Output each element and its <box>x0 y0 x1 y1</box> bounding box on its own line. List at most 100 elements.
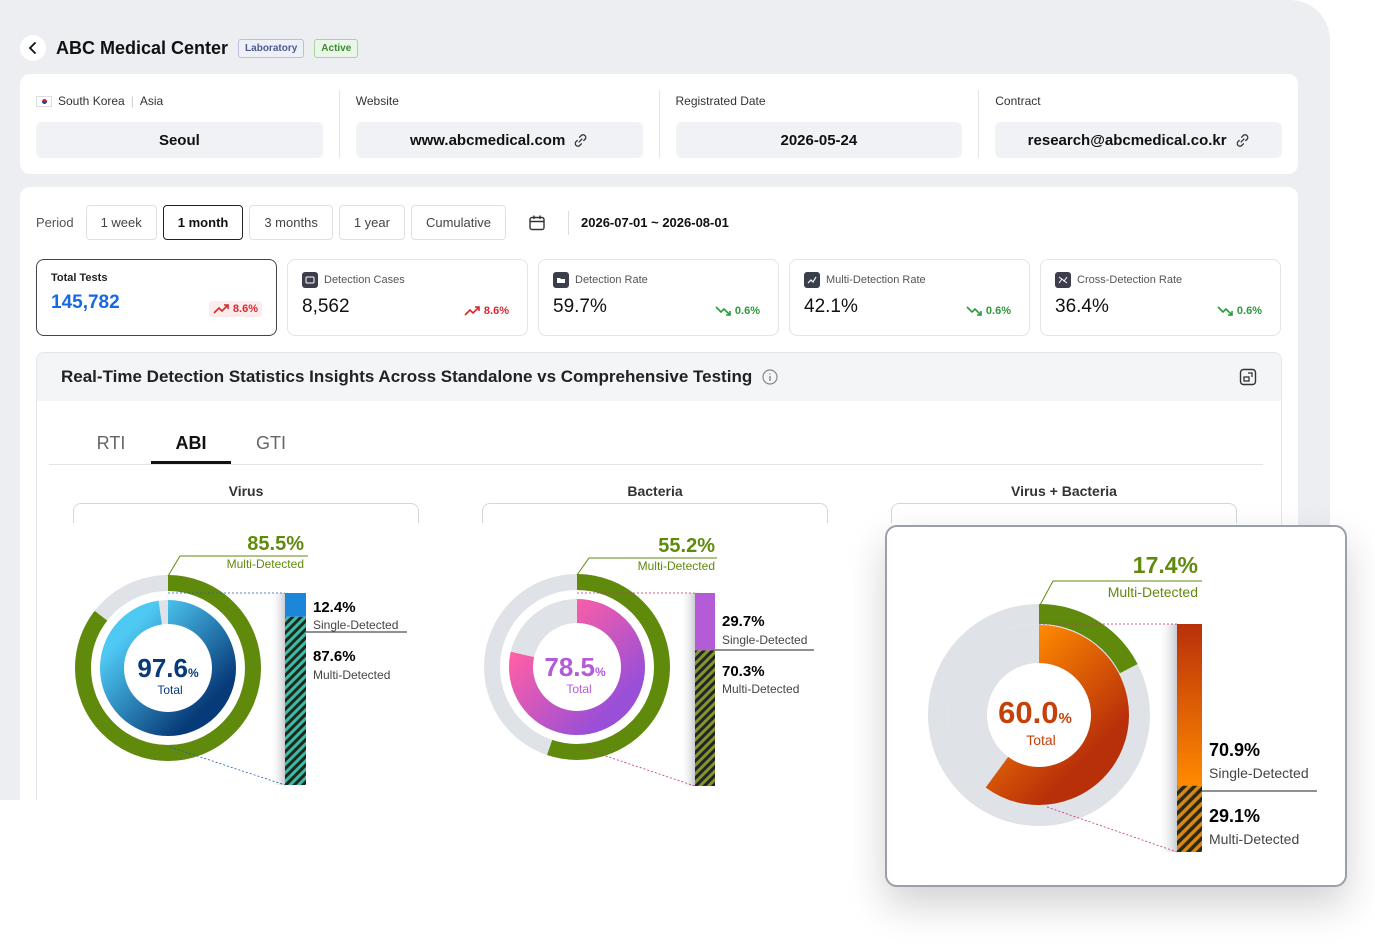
period-cumulative[interactable]: Cumulative <box>410 205 506 240</box>
expand-icon[interactable] <box>1239 368 1257 386</box>
outer-multi-arc <box>75 575 261 761</box>
stat-detection-rate[interactable]: Detection Rate 59.7% 0.6% <box>538 259 779 336</box>
multi-detected-bar <box>285 616 306 785</box>
multi-value: 70.3% <box>722 663 765 680</box>
chart-frame <box>73 503 419 523</box>
single-label: Single-Detected <box>722 633 807 647</box>
outer-multi-arc <box>928 604 1150 826</box>
cases-icon <box>302 272 318 288</box>
multi-value: 29.1% <box>1209 806 1260 826</box>
country-label: South Korea <box>58 94 125 108</box>
tab-gti[interactable]: GTI <box>256 433 286 453</box>
city-value: Seoul <box>36 122 323 158</box>
single-value: 29.7% <box>722 613 765 630</box>
stat-cross-detection-rate[interactable]: Cross-Detection Rate 36.4% 0.6% <box>1040 259 1281 336</box>
folder-icon <box>553 272 569 288</box>
website-link[interactable]: www.abcmedical.com <box>355 122 643 158</box>
outer-multi-value: 85.5% <box>247 533 304 555</box>
cross-chart-icon <box>1055 272 1071 288</box>
stat-detection-cases[interactable]: Detection Cases 8,562 8.6% <box>287 259 528 336</box>
region-label: Asia <box>139 94 164 108</box>
total-label: Total <box>157 683 182 697</box>
period-1-week[interactable]: 1 week <box>85 205 157 240</box>
multi-detected-bar <box>1177 785 1202 852</box>
trend-up-badge: 8.6% <box>460 303 513 319</box>
tab-abi[interactable]: ABI <box>151 423 231 464</box>
page-header: ABC Medical Center Laboratory Active <box>20 35 359 61</box>
registered-col: Registrated Date 2026-05-24 <box>658 90 979 158</box>
location-col: South Korea | Asia Seoul <box>36 90 339 158</box>
website-col: Website www.abcmedical.com <box>338 90 659 158</box>
trend-down-icon <box>966 306 982 316</box>
contract-link[interactable]: research@abcmedical.co.kr <box>995 122 1282 158</box>
back-button[interactable] <box>20 35 46 61</box>
info-icon[interactable] <box>762 369 778 385</box>
period-1-year[interactable]: 1 year <box>338 205 405 240</box>
insight-header: Real-Time Detection Statistics Insights … <box>37 353 1281 401</box>
registered-label: Registrated Date <box>675 94 766 108</box>
chart-frame <box>891 503 1237 523</box>
single-label: Single-Detected <box>313 618 398 632</box>
website-label: Website <box>355 94 399 108</box>
trend-down-badge: 0.6% <box>711 303 764 319</box>
period-3-months[interactable]: 3 months <box>249 205 333 240</box>
single-detected-bar <box>1177 624 1202 786</box>
multi-value: 87.6% <box>313 648 356 665</box>
tab-rti[interactable]: RTI <box>96 433 126 453</box>
single-value: 70.9% <box>1209 740 1260 760</box>
trend-up-badge: 8.6% <box>208 301 262 317</box>
calendar-icon[interactable] <box>526 212 548 234</box>
total-value: 60.0% <box>998 695 1072 730</box>
trend-down-icon <box>715 306 731 316</box>
trend-up-icon <box>464 306 480 316</box>
outer-multi-label: Multi-Detected <box>638 559 715 573</box>
total-label: Total <box>566 682 591 696</box>
bacteria-donut-chart: 78.5% Total 55.2% Multi-Detected 29.7% S… <box>484 535 814 787</box>
insight-panel: Real-Time Detection Statistics Insights … <box>36 352 1282 800</box>
page-title: ABC Medical Center <box>56 37 229 58</box>
insight-title: Real-Time Detection Statistics Insights … <box>61 367 753 386</box>
multi-label: Multi-Detected <box>1209 831 1299 847</box>
tab-bar: RTI ABI GTI <box>49 423 1263 465</box>
trend-up-icon <box>213 304 229 314</box>
registered-value: 2026-05-24 <box>675 122 963 158</box>
chevron-left-icon <box>28 42 36 54</box>
trend-down-icon <box>1217 306 1233 316</box>
total-value: 78.5% <box>544 652 606 682</box>
korea-flag-icon <box>36 95 52 107</box>
contract-label: Contract <box>995 94 1041 108</box>
single-label: Single-Detected <box>1209 765 1309 781</box>
date-range[interactable]: 2026-07-01 ~ 2026-08-01 <box>568 210 729 235</box>
link-icon <box>574 133 587 147</box>
stats-row: Total Tests 145,782 8.6% Detection Cases… <box>36 259 1281 336</box>
trend-down-badge: 0.6% <box>962 303 1015 319</box>
outer-multi-arc <box>484 574 670 760</box>
period-label: Period <box>36 215 74 230</box>
stat-total-tests[interactable]: Total Tests 145,782 8.6% <box>36 259 277 336</box>
combo-donut-chart: 60.0% Total 17.4% Multi-Detected 70.9% S… <box>928 552 1317 853</box>
single-detected-bar <box>285 593 306 617</box>
total-value: 97.6% <box>137 653 199 683</box>
stat-multi-detection-rate[interactable]: Multi-Detection Rate 42.1% 0.6% <box>789 259 1030 336</box>
multi-detected-bar <box>695 650 715 786</box>
combo-chart-popout[interactable]: 60.0% Total 17.4% Multi-Detected 70.9% S… <box>885 525 1347 887</box>
chart-icon <box>804 272 820 288</box>
total-label: Total <box>1026 732 1056 748</box>
single-detected-bar <box>695 593 715 651</box>
chart-title-combo: Virus + Bacteria <box>1011 483 1117 499</box>
outer-multi-label: Multi-Detected <box>1108 584 1198 600</box>
contract-col: Contract research@abcmedical.co.kr <box>978 90 1282 158</box>
chart-title-bacteria: Bacteria <box>627 483 683 499</box>
chart-title-virus: Virus <box>228 483 264 499</box>
period-1-month[interactable]: 1 month <box>162 205 244 240</box>
outer-multi-value: 55.2% <box>658 535 715 557</box>
multi-label: Multi-Detected <box>313 668 390 682</box>
link-icon <box>1236 133 1248 147</box>
virus-donut-chart: 97.6% Total 85.5% Multi-Detected 12.4% S… <box>75 533 407 786</box>
info-card: South Korea | Asia Seoul Website www.abc… <box>20 74 1298 174</box>
type-badge: Laboratory <box>238 38 305 58</box>
chart-frame <box>482 503 828 523</box>
trend-down-badge: 0.6% <box>1213 303 1266 319</box>
period-selector: Period 1 week 1 month 3 months 1 year Cu… <box>36 205 729 240</box>
status-badge: Active <box>314 38 359 58</box>
